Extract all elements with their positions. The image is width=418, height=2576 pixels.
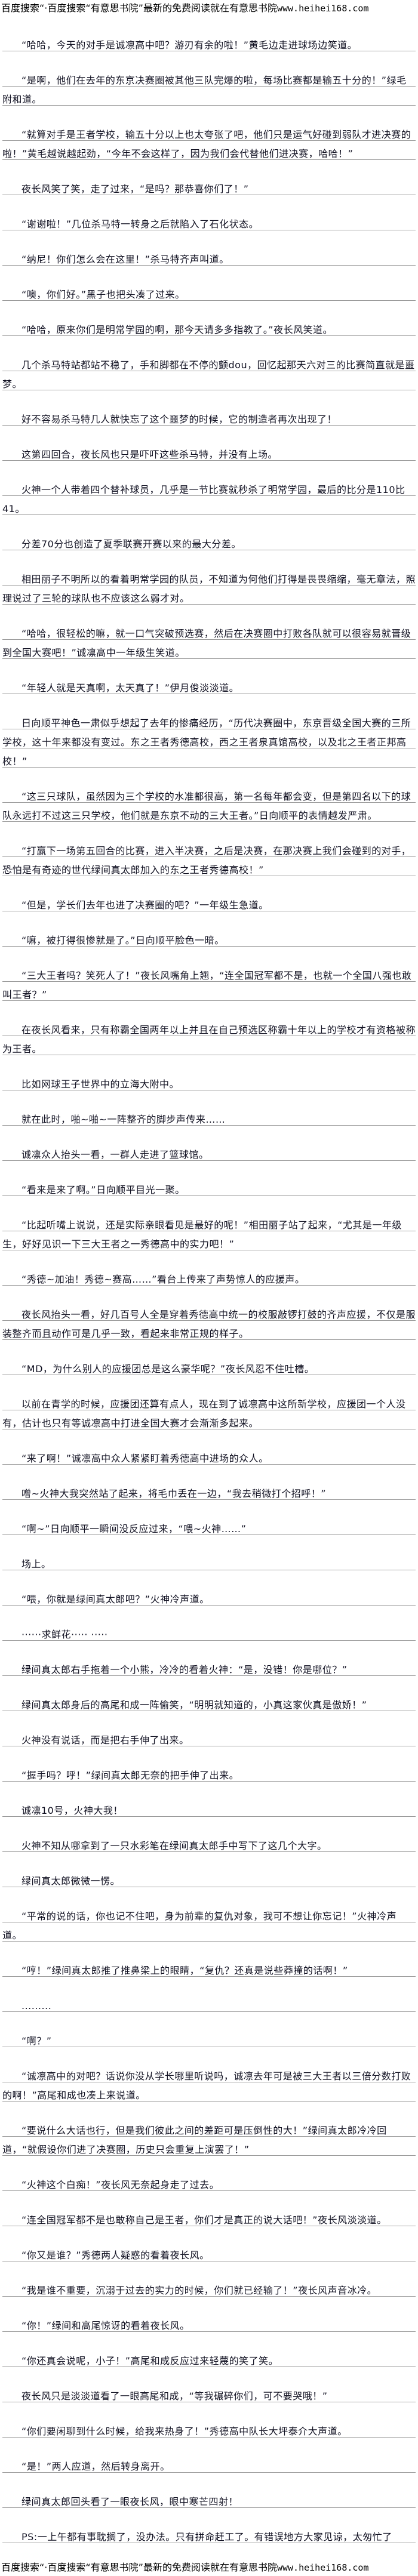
paragraph: 绿间真太郎微微一愣。 bbox=[2, 1872, 416, 1891]
paragraph: 以前在青学的时候，应援团还算有点人，现在到了诚凛高中这所新学校，应援团一个人没有… bbox=[2, 1395, 416, 1433]
paragraph: “你又是谁？”秀德两人疑惑的看着夜长风。 bbox=[2, 2246, 416, 2265]
paragraph: “火神这个白痴！”夜长风无奈起身走了过去。 bbox=[2, 2176, 416, 2195]
paragraph: “秀德~加油！秀德~赛高……”看台上传来了声势惊人的应援声。 bbox=[2, 1270, 416, 1289]
paragraph: “打赢下一场第五回合的比赛，进入半决赛，之后是决赛，在那决赛上我们会碰到的对手，… bbox=[2, 842, 416, 880]
paragraph: ······求鲜花····· ····· bbox=[2, 1625, 416, 1644]
paragraph: “噢，你们好。”黑子也把头凑了过来。 bbox=[2, 285, 416, 304]
paragraph: “啊？” bbox=[2, 2032, 416, 2051]
paragraph: 火神一个人带着四个替补球员，几乎是一节比赛就秒杀了明常学园，最后的比分是110比… bbox=[2, 480, 416, 519]
paragraph: “连全国冠军都不是也敢称自己是王者，你们才是真正的说大话吧！”夜长风淡淡道。 bbox=[2, 2211, 416, 2230]
paragraph: “纳尼！你们怎么会在这里！”杀马特齐声叫道。 bbox=[2, 250, 416, 269]
paragraph: “诚凛高中的对吧？话说你没从学长哪里听说吗，诚凛去年可是被三大王者以三倍分数打败… bbox=[2, 2067, 416, 2105]
paragraph: 绿间真太郎右手拖着一个小熊，冷冷的看着火神：“是，没错！你是哪位？” bbox=[2, 1660, 416, 1680]
site-banner-bottom: 百度搜索“·百度搜索“有意思书院”最新的免费阅读就在有意思书院www.heihe… bbox=[0, 2559, 418, 2576]
paragraph: “我是谁不重要，沉溺于过去的实力的时候，你们就已经输了！”夜长风声音冰冷。 bbox=[2, 2281, 416, 2300]
paragraph: 这第四回合，夜长风也只是吓吓这些杀马特，并没有上场。 bbox=[2, 445, 416, 464]
paragraph: “嘛，被打得很惨就是了。”日向顺平脸色一暗。 bbox=[2, 931, 416, 950]
paragraph: 绿间真太郎身后的高尾和成一阵偷笑，“明明就知道的，小真这家伙真是傲娇！” bbox=[2, 1696, 416, 1715]
paragraph: “哈哈，原来你们是明常学园的啊，那今天请多多指教了。”夜长风笑道。 bbox=[2, 321, 416, 340]
paragraph: “哈哈，很轻松的嘛，就一口气突破预选赛，然后在决赛圈中打败各队就可以很容易就晋级… bbox=[2, 624, 416, 663]
paragraph: 场上。 bbox=[2, 1555, 416, 1574]
paragraph: 日向顺平神色一肃似乎想起了去年的惨痛经历，“历代决赛圈中，东京晋级全国大赛的三所… bbox=[2, 714, 416, 771]
paragraph: “是！”两人应道，然后转身离开。 bbox=[2, 2457, 416, 2476]
paragraph: 好不容易杀马特几人就快忘了这个噩梦的时候，它的制造者再次出现了！ bbox=[2, 410, 416, 429]
paragraph: 诚凛10号，火神大我！ bbox=[2, 1801, 416, 1820]
banner-text: 百度搜索“·百度搜索“有意思书院”最新的免费阅读就在有意思书院 bbox=[1, 2, 277, 14]
paragraph: “是啊，他们在去年的东京决赛圈被其他三队完爆的啦，每场比赛都是输五十分的！”绿毛… bbox=[2, 71, 416, 109]
paragraph: “哈哈，今天的对手是诚凛高中吧？游刃有余的啦！”黄毛边走进球场边笑道。 bbox=[2, 36, 416, 55]
site-url-link[interactable]: www.heihei168.com bbox=[276, 3, 369, 14]
paragraph: “这三只球队，虽然因为三个学校的水准都很高，第一名每年都会变，但是第四名以下的球… bbox=[2, 787, 416, 825]
paragraph: “就算对手是王者学校，输五十分以上也太夸张了吧，他们只是运气好碰到弱队才进决赛的… bbox=[2, 125, 416, 164]
paragraph: “平常的说的话，你也记不住吧，身为前辈的复仇对象，我可不想让你忘记！”火神冷声道… bbox=[2, 1907, 416, 1945]
paragraph: 火神不知从哪拿到了一只水彩笔在绿间真太郎手中写下了这几个大字。 bbox=[2, 1837, 416, 1856]
paragraph: “三大王者吗？笑死人了！”夜长风嘴角上翘，“连全国冠军都不是，也就一个全国八强也… bbox=[2, 966, 416, 1004]
paragraph: “谢谢啦！”几位杀马特一转身之后就陷入了石化状态。 bbox=[2, 215, 416, 234]
paragraph: “喂，你就是绿间真太郎吧？”火神冷声道。 bbox=[2, 1590, 416, 1609]
paragraph: “比起听嘴上说说，还是实际亲眼看见是最好的呢！”相田丽子站了起来，“尤其是一年级… bbox=[2, 1216, 416, 1254]
paragraph: 夜长风只是淡淡道看了一眼高尾和成，“等我碾碎你们，可不要哭哦！” bbox=[2, 2387, 416, 2406]
paragraph: 在夜长风看来，只有称霸全国两年以上并且在自己预选区称霸十年以上的学校才有资格被称… bbox=[2, 1021, 416, 1059]
paragraph: “你还真会说呢，小子！”高尾和成反应过来轻蔑的笑了笑。 bbox=[2, 2352, 416, 2371]
paragraph: 诚凛众人抬头一看，一群人走进了篮球馆。 bbox=[2, 1145, 416, 1164]
paragraph: “年轻人就是天真啊，太天真了！”伊月俊淡淡道。 bbox=[2, 679, 416, 698]
site-banner-top: 百度搜索“·百度搜索“有意思书院”最新的免费阅读就在有意思书院www.heihe… bbox=[0, 0, 418, 17]
paragraph: “啊~”日向顺平一瞬间没反应过来，“喂~火神……” bbox=[2, 1520, 416, 1539]
paragraph: 分差70分也创造了夏季联赛开赛以来的最大分差。 bbox=[2, 535, 416, 554]
paragraph: “你！”绿间和高尾惊讶的看着夜长风。 bbox=[2, 2316, 416, 2335]
paragraph: 绿间真太郎回头看了一眼夜长风，眼中寒芒四射！ bbox=[2, 2492, 416, 2512]
paragraph: “看来是来了啊。”日向顺平目光一聚。 bbox=[2, 1181, 416, 1200]
paragraph: “但是，学长们去年也进了决赛圈的吧？”一年级生急道。 bbox=[2, 896, 416, 915]
paragraph: 噌~火神大我突然站了起来，将毛巾丢在一边，“我去稍微打个招呼！” bbox=[2, 1484, 416, 1503]
paragraph: 就在此时，啪~啪~一阵整齐的脚步声传来…… bbox=[2, 1110, 416, 1129]
paragraph: 几个杀马特站都站不稳了，手和脚都在不停的颤dou，回忆起那天六对三的比赛简直就是… bbox=[2, 356, 416, 394]
paragraph: 火神没有说话，而是把右手伸了出来。 bbox=[2, 1731, 416, 1750]
paragraph: 夜长风抬头一看，好几百号人全是穿着秀德高中统一的校服敲锣打鼓的齐声应援，不仅是服… bbox=[2, 1305, 416, 1344]
paragraph: 相田丽子不明所以的看着明常学园的队员，不知道为何他们打得是畏畏缩缩，毫无章法，照… bbox=[2, 570, 416, 608]
banner-text: 百度搜索“·百度搜索“有意思书院”最新的免费阅读就在有意思书院 bbox=[1, 2562, 277, 2573]
paragraph: 比如网球王子世界中的立海大附中。 bbox=[2, 1075, 416, 1094]
paragraph: “MD，为什么别人的应援团总是这么豪华呢？”夜长风忍不住吐槽。 bbox=[2, 1360, 416, 1379]
paragraph: ......... bbox=[2, 1996, 416, 2016]
paragraph: “要说什么大话也行，但是我们彼此之间的差距可是压倒性的大！”绿间真太郎冷冷回道，… bbox=[2, 2121, 416, 2159]
chapter-text: “哈哈，今天的对手是诚凛高中吧？游刃有余的啦！”黄毛边走进球场边笑道。 “是啊，他… bbox=[0, 17, 418, 2547]
site-url-link[interactable]: www.heihei168.com bbox=[276, 2562, 369, 2573]
paragraph: “握手吗？呼！”绿间真太郎无奈的把手伸了出来。 bbox=[2, 1766, 416, 1785]
paragraph: “来了啊！”诚凛高中众人紧紧盯着秀德高中进场的众人。 bbox=[2, 1449, 416, 1468]
paragraph: 夜长风笑了笑，走了过来，“是吗？那恭喜你们了！” bbox=[2, 180, 416, 199]
paragraph: PS:一上午都有事耽搁了，没办法。只有拼命赶工了。有错误地方大家见谅，太匆忙了 bbox=[2, 2528, 416, 2547]
paragraph: “你们要闲聊到什么时候，给我来热身了！”秀德高中队长大坪泰介大声道。 bbox=[2, 2422, 416, 2441]
paragraph: “哼！”绿间真太郎推了推鼻梁上的眼睛，“复仇？还真是说些莽撞的话啊！” bbox=[2, 1961, 416, 1980]
